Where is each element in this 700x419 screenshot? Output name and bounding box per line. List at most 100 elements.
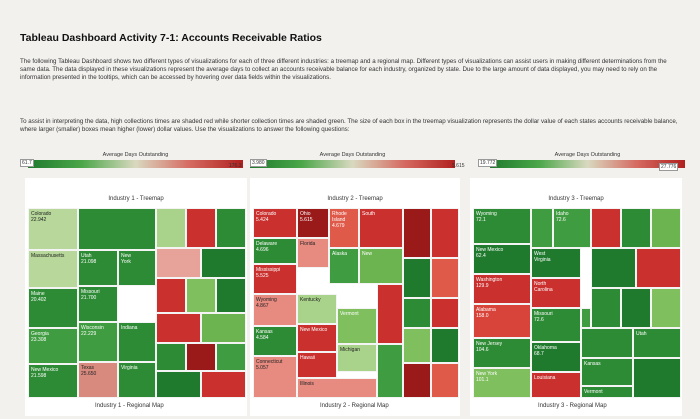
treemap-cell[interactable] [186, 278, 216, 313]
treemap-cell[interactable]: West Virginia [531, 248, 581, 278]
industry-3-panel: Industry 3 - Treemap Wyoming 72.1 Idaho 7… [470, 178, 682, 416]
treemap-cell[interactable] [591, 248, 636, 288]
legend-min-label: 19.772 [478, 159, 498, 167]
treemap-cell[interactable]: Colorado 22.942 [28, 208, 78, 250]
treemap-cell[interactable]: Idaho 72.6 [553, 208, 591, 248]
treemap-cell[interactable] [156, 248, 201, 278]
treemap-cell[interactable]: South [359, 208, 403, 248]
treemap-cell[interactable] [591, 288, 621, 328]
treemap-cell[interactable]: Hawaii [297, 352, 337, 378]
treemap-cell[interactable] [581, 308, 591, 328]
treemap-cell[interactable] [636, 248, 681, 288]
treemap-cell-label: Indiana [121, 325, 138, 331]
treemap-cell[interactable] [403, 363, 431, 398]
industry-1-map-title: Industry 1 - Regional Map [95, 403, 164, 409]
treemap-cell[interactable]: Missouri 21.700 [78, 286, 118, 322]
treemap-cell[interactable]: Alaska [329, 248, 359, 284]
treemap-cell[interactable]: Kansas [581, 358, 633, 386]
treemap-cell[interactable] [78, 208, 156, 250]
treemap-cell[interactable] [156, 343, 186, 371]
treemap-cell[interactable] [186, 343, 216, 371]
treemap-cell[interactable]: New [359, 248, 403, 284]
industry-1-treemap[interactable]: Colorado 22.942 Massachusetts Utah 21.098 N… [28, 208, 246, 398]
legend-industry-3[interactable]: Average Days Outstanding 19.772 [478, 152, 685, 174]
treemap-cell[interactable]: Ohio 5.615 [297, 208, 329, 238]
treemap-cell[interactable] [216, 208, 246, 248]
treemap-cell[interactable] [403, 208, 431, 258]
treemap-cell-label: Missouri 21.700 [81, 289, 100, 301]
treemap-cell[interactable] [633, 358, 681, 398]
treemap-cell[interactable]: Kentucky [297, 294, 337, 324]
treemap-cell[interactable]: Connecticut 5.057 [253, 356, 297, 398]
treemap-cell[interactable]: Vermont [581, 386, 633, 398]
treemap-cell[interactable] [201, 248, 246, 278]
treemap-cell[interactable]: New York [118, 250, 156, 286]
treemap-cell[interactable]: Utah 21.098 [78, 250, 118, 286]
treemap-cell[interactable]: Delaware 4.696 [253, 238, 297, 264]
treemap-cell[interactable] [377, 284, 403, 344]
treemap-cell[interactable]: Colorado 5.424 [253, 208, 297, 238]
treemap-cell[interactable] [403, 258, 431, 298]
treemap-cell[interactable] [651, 208, 681, 248]
treemap-cell[interactable]: Indiana [118, 322, 156, 362]
treemap-cell[interactable]: Oklahoma 68.7 [531, 342, 581, 372]
treemap-cell[interactable]: Michigan [337, 344, 377, 372]
treemap-cell[interactable] [431, 258, 459, 298]
treemap-cell[interactable] [216, 343, 246, 371]
treemap-cell[interactable] [216, 278, 246, 313]
treemap-cell[interactable]: Georgia 23.308 [28, 328, 78, 364]
treemap-cell[interactable] [156, 371, 201, 398]
treemap-cell[interactable]: New Mexico [297, 324, 337, 352]
treemap-cell[interactable]: Louisiana [531, 372, 581, 398]
treemap-cell[interactable] [431, 363, 459, 398]
treemap-cell[interactable]: Illinois [297, 378, 377, 398]
treemap-cell[interactable]: New Mexico 62.4 [473, 244, 531, 274]
treemap-cell[interactable] [156, 313, 201, 343]
treemap-cell[interactable] [201, 313, 246, 343]
treemap-cell[interactable] [591, 208, 621, 248]
treemap-cell[interactable]: Wisconsin 22.229 [78, 322, 118, 362]
treemap-cell[interactable] [621, 288, 651, 328]
treemap-cell[interactable]: Kansas 4.584 [253, 326, 297, 356]
treemap-cell[interactable] [403, 328, 431, 363]
treemap-cell[interactable]: Wyoming 4.867 [253, 294, 297, 326]
treemap-cell[interactable]: North Carolina [531, 278, 581, 308]
treemap-cell[interactable]: Alabama 158.0 [473, 304, 531, 338]
treemap-cell[interactable]: Washington 129.9 [473, 274, 531, 304]
treemap-cell[interactable]: Mississippi 5.525 [253, 264, 297, 294]
treemap-cell[interactable] [431, 208, 459, 258]
treemap-cell[interactable]: Virginia [118, 362, 156, 398]
treemap-cell-label: Wisconsin 22.229 [81, 325, 104, 337]
treemap-title: Industry 2 - Treemap [327, 196, 383, 202]
treemap-cell[interactable] [201, 371, 246, 398]
treemap-cell[interactable] [431, 298, 459, 328]
treemap-cell[interactable]: Rhode Island 4.679 [329, 208, 359, 248]
treemap-cell[interactable] [431, 328, 459, 363]
treemap-cell[interactable] [651, 288, 681, 328]
treemap-cell[interactable] [156, 208, 186, 248]
treemap-cell[interactable] [377, 344, 403, 398]
treemap-cell[interactable] [156, 278, 186, 313]
treemap-cell[interactable]: New Mexico 21.598 [28, 364, 78, 398]
treemap-cell[interactable]: Utah [633, 328, 681, 358]
treemap-cell[interactable]: New York 101.1 [473, 368, 531, 398]
treemap-cell[interactable] [621, 208, 651, 248]
treemap-cell[interactable] [186, 208, 216, 248]
treemap-cell[interactable]: New Jersey 104.6 [473, 338, 531, 368]
treemap-cell[interactable]: Massachusetts [28, 250, 78, 288]
treemap-cell[interactable]: Wyoming 72.1 [473, 208, 531, 244]
treemap-cell[interactable] [581, 328, 633, 358]
treemap-cell[interactable] [403, 298, 431, 328]
treemap-cell-label: Colorado 22.942 [31, 211, 52, 223]
treemap-cell[interactable] [531, 208, 553, 248]
legend-industry-2[interactable]: Average Days Outstanding 3.980 [250, 152, 455, 174]
treemap-cell[interactable]: Texas 25.650 [78, 362, 118, 398]
treemap-cell-label: Delaware 4.696 [256, 241, 278, 253]
treemap-cell[interactable]: Florida [297, 238, 329, 268]
industry-2-treemap[interactable]: Colorado 5.424 Ohio 5.615 Rhode Island 4.6… [253, 208, 459, 398]
industry-3-treemap[interactable]: Wyoming 72.1 Idaho 72.6 New Mexico 62.4 Wes… [473, 208, 681, 398]
legend-industry-1[interactable]: Average Days Outstanding 61.7 [20, 152, 243, 174]
treemap-cell[interactable]: Vermont [337, 308, 377, 344]
treemap-cell[interactable]: Maine 20.402 [28, 288, 78, 328]
treemap-cell[interactable]: Missouri 72.6 [531, 308, 581, 342]
